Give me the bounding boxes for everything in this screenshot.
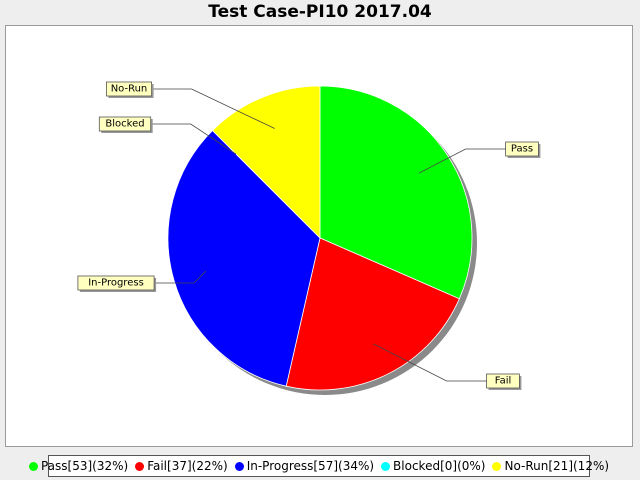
legend-swatch-in-progress <box>234 461 244 471</box>
leader-line-pass <box>419 148 506 174</box>
slice-label-box-pass <box>505 141 539 157</box>
leader-line-blocked <box>150 123 237 155</box>
slice-label-no-run: No-Run <box>111 84 148 95</box>
pie-slice-pass <box>319 85 473 300</box>
slice-label-blocked: Blocked <box>105 119 144 130</box>
pie-slice-no-run <box>211 85 321 239</box>
legend-swatch-pass <box>28 461 38 471</box>
slice-label-box-in-progress <box>77 275 155 291</box>
leader-line-fail <box>373 343 487 382</box>
legend-item-in-progress: In-Progress[57](34%) <box>234 459 375 473</box>
legend-label-fail: Fail[37](22%) <box>147 459 228 473</box>
legend-label-pass: Pass[53](32%) <box>40 459 129 473</box>
slice-label-fail: Fail <box>495 376 512 387</box>
legend-label-no-run: No-Run[21](12%) <box>504 459 610 473</box>
leader-line-no-run <box>151 88 275 129</box>
legend: Pass[53](32%) Fail[37](22%) In-Progress[… <box>28 455 609 477</box>
slice-label-box-blocked <box>98 116 152 132</box>
slice-label-box-fail <box>486 373 520 389</box>
chart-title: Test Case-PI10 2017.04 <box>208 2 432 22</box>
pie-slice-fail <box>285 237 460 391</box>
legend-label-in-progress: In-Progress[57](34%) <box>246 459 375 473</box>
legend-label-blocked: Blocked[0](0%) <box>393 459 486 473</box>
pie-slice-in-progress <box>167 129 321 387</box>
legend-item-no-run: No-Run[21](12%) <box>492 459 609 473</box>
legend-swatch-no-run <box>492 461 502 471</box>
legend-item-fail: Fail[37](22%) <box>135 459 228 473</box>
slice-label-box-no-run <box>106 81 153 97</box>
leader-line-in-progress <box>154 270 207 284</box>
legend-swatch-blocked <box>381 461 391 471</box>
slice-label-in-progress: In-Progress <box>88 278 144 289</box>
legend-item-pass: Pass[53](32%) <box>28 459 129 473</box>
legend-swatch-fail <box>135 461 145 471</box>
legend-item-blocked: Blocked[0](0%) <box>381 459 485 473</box>
slice-label-pass: Pass <box>511 144 533 155</box>
